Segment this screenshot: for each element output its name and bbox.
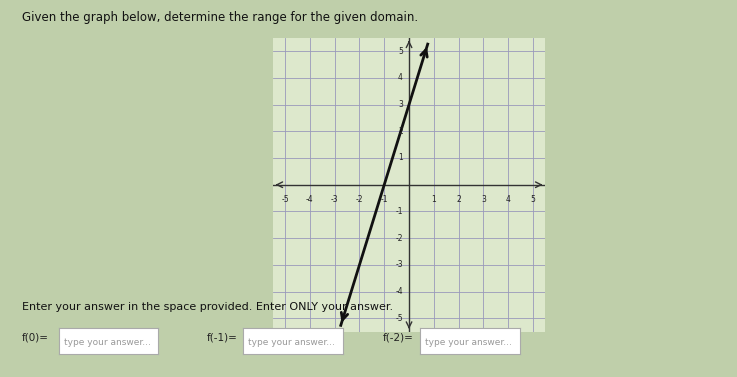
- Text: 2: 2: [398, 127, 403, 136]
- Text: -2: -2: [395, 234, 403, 243]
- Text: 1: 1: [431, 195, 436, 204]
- Text: 4: 4: [506, 195, 511, 204]
- Text: f(0)=: f(0)=: [22, 333, 49, 342]
- Text: 3: 3: [398, 100, 403, 109]
- Text: -4: -4: [395, 287, 403, 296]
- Text: 4: 4: [398, 73, 403, 82]
- Text: type your answer...: type your answer...: [64, 338, 151, 347]
- Text: 2: 2: [456, 195, 461, 204]
- Text: f(-1)=: f(-1)=: [206, 333, 237, 342]
- Text: type your answer...: type your answer...: [425, 338, 512, 347]
- Text: type your answer...: type your answer...: [248, 338, 335, 347]
- Text: -3: -3: [331, 195, 338, 204]
- Text: -4: -4: [306, 195, 314, 204]
- Text: 3: 3: [481, 195, 486, 204]
- Text: 5: 5: [531, 195, 535, 204]
- Text: 5: 5: [398, 47, 403, 55]
- Text: -5: -5: [395, 314, 403, 323]
- Text: -1: -1: [380, 195, 388, 204]
- Text: 1: 1: [398, 153, 403, 162]
- Text: -1: -1: [395, 207, 403, 216]
- Text: f(-2)=: f(-2)=: [383, 333, 414, 342]
- Text: Given the graph below, determine the range for the given domain.: Given the graph below, determine the ran…: [22, 11, 418, 24]
- Text: -5: -5: [282, 195, 289, 204]
- Text: -3: -3: [395, 261, 403, 270]
- Text: Enter your answer in the space provided. Enter ONLY your answer.: Enter your answer in the space provided.…: [22, 302, 394, 312]
- Text: -2: -2: [356, 195, 363, 204]
